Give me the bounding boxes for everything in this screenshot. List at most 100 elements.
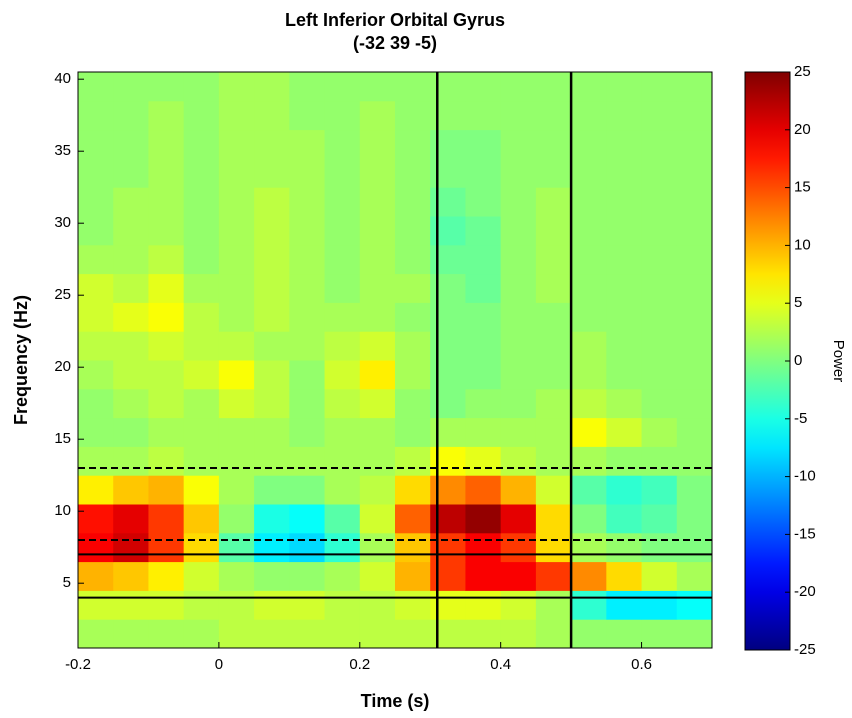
heatmap-cell bbox=[571, 302, 607, 332]
heatmap-cell bbox=[606, 273, 643, 303]
heatmap-cell bbox=[254, 475, 290, 505]
heatmap-cell bbox=[218, 100, 255, 131]
heatmap-cell bbox=[535, 417, 572, 447]
heatmap-cell bbox=[148, 475, 185, 505]
heatmap-cell bbox=[395, 72, 431, 102]
heatmap-cell bbox=[465, 331, 502, 361]
heatmap-cell bbox=[113, 129, 149, 159]
colorbar-tick-label: -25 bbox=[794, 641, 816, 658]
chart-title: (-32 39 -5) bbox=[353, 33, 437, 53]
heatmap-cell bbox=[218, 129, 255, 159]
heatmap-cell bbox=[78, 331, 114, 361]
heatmap-cell bbox=[606, 446, 643, 476]
heatmap-cell bbox=[78, 475, 114, 505]
heatmap-cell bbox=[183, 273, 220, 303]
heatmap-cell bbox=[500, 187, 537, 217]
heatmap-cell bbox=[430, 158, 466, 188]
heatmap-cell bbox=[359, 158, 396, 188]
heatmap-cell bbox=[218, 360, 255, 390]
heatmap-cell bbox=[359, 100, 396, 131]
heatmap-cell bbox=[183, 388, 220, 419]
heatmap-cell bbox=[78, 446, 114, 476]
heatmap-cell bbox=[500, 590, 537, 620]
heatmap-cell bbox=[359, 273, 396, 303]
heatmap-cell bbox=[606, 417, 643, 447]
heatmap-cell bbox=[359, 216, 396, 246]
heatmap-cell bbox=[465, 187, 502, 217]
heatmap-cell bbox=[183, 504, 220, 534]
heatmap-cell bbox=[324, 475, 361, 505]
heatmap-cell bbox=[289, 532, 326, 563]
y-tick-label: 20 bbox=[54, 358, 71, 375]
heatmap-cell bbox=[113, 187, 149, 217]
heatmap-cell bbox=[606, 187, 643, 217]
heatmap-cell bbox=[113, 360, 149, 390]
heatmap-cell bbox=[183, 72, 220, 102]
heatmap-cell bbox=[395, 129, 431, 159]
heatmap-cell bbox=[289, 129, 326, 159]
heatmap-cell bbox=[641, 273, 678, 303]
heatmap-cell bbox=[218, 244, 255, 275]
heatmap-cell bbox=[606, 504, 643, 534]
heatmap-cell bbox=[289, 302, 326, 332]
heatmap-cell bbox=[148, 619, 185, 649]
heatmap-cell bbox=[148, 129, 185, 159]
heatmap-cell bbox=[395, 388, 431, 419]
x-tick-label: 0.6 bbox=[631, 656, 652, 673]
heatmap-cell bbox=[641, 100, 678, 131]
heatmap-cell bbox=[218, 187, 255, 217]
heatmap-cell bbox=[254, 360, 290, 390]
heatmap-cell bbox=[218, 216, 255, 246]
heatmap-cell bbox=[289, 619, 326, 649]
heatmap-cell bbox=[359, 331, 396, 361]
heatmap-cell bbox=[113, 504, 149, 534]
heatmap-cell bbox=[676, 331, 713, 361]
heatmap-cell bbox=[359, 590, 396, 620]
heatmap-cell bbox=[606, 331, 643, 361]
heatmap-cell bbox=[148, 532, 185, 563]
heatmap-cell bbox=[183, 360, 220, 390]
heatmap-cell bbox=[500, 216, 537, 246]
heatmap-cell bbox=[430, 360, 466, 390]
heatmap-cell bbox=[641, 158, 678, 188]
heatmap-cell bbox=[254, 244, 290, 275]
heatmap-cell bbox=[148, 187, 185, 217]
heatmap-cell bbox=[535, 446, 572, 476]
heatmap-cell bbox=[676, 475, 713, 505]
chart-title: Left Inferior Orbital Gyrus bbox=[285, 10, 505, 30]
heatmap-cell bbox=[676, 129, 713, 159]
heatmap-cell bbox=[113, 244, 149, 275]
heatmap-cell bbox=[465, 216, 502, 246]
heatmap-cell bbox=[500, 360, 537, 390]
heatmap-cell bbox=[430, 302, 466, 332]
heatmap-cell bbox=[254, 273, 290, 303]
heatmap-cell bbox=[641, 331, 678, 361]
heatmap-cell bbox=[606, 475, 643, 505]
colorbar bbox=[744, 71, 791, 651]
heatmap-cell bbox=[324, 187, 361, 217]
heatmap-cell bbox=[254, 158, 290, 188]
heatmap-cell bbox=[183, 475, 220, 505]
heatmap-cell bbox=[148, 72, 185, 102]
heatmap-cell bbox=[78, 590, 114, 620]
heatmap-cell bbox=[641, 504, 678, 534]
heatmap-cell bbox=[359, 129, 396, 159]
heatmap-cell bbox=[641, 72, 678, 102]
colorbar-tick-label: 25 bbox=[794, 63, 811, 80]
heatmap-cell bbox=[535, 273, 572, 303]
heatmap-cell bbox=[324, 158, 361, 188]
heatmap-cell bbox=[535, 302, 572, 332]
heatmap-cell bbox=[359, 532, 396, 563]
heatmap-cell bbox=[465, 302, 502, 332]
heatmap-cell bbox=[78, 302, 114, 332]
heatmap-cell bbox=[113, 216, 149, 246]
heatmap-cell bbox=[500, 446, 537, 476]
heatmap-cell bbox=[465, 100, 502, 131]
heatmap-cell bbox=[78, 216, 114, 246]
heatmap-cell bbox=[289, 331, 326, 361]
heatmap-cell bbox=[465, 388, 502, 419]
y-tick-label: 35 bbox=[54, 142, 71, 159]
heatmap-cell bbox=[430, 446, 466, 476]
heatmap-cell bbox=[78, 129, 114, 159]
heatmap-cell bbox=[641, 590, 678, 620]
